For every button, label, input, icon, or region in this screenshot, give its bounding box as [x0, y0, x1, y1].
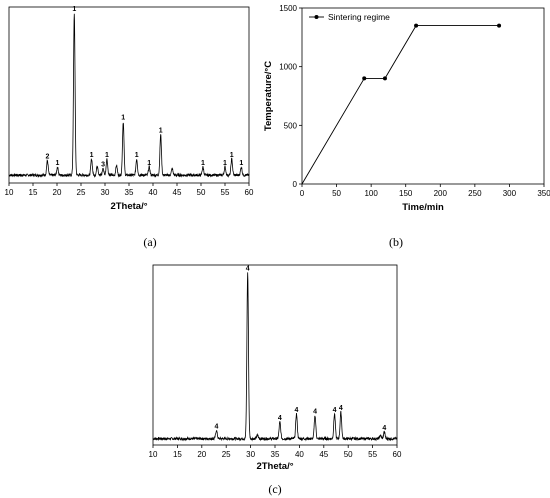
c-x-tick-label: 20 [197, 450, 206, 459]
sintering-chart-b: 0 50 100 150 200 250 300 350 0 500 1000 1500 Sinte… [263, 4, 550, 249]
legend-label-b: Sintering regime [328, 12, 390, 22]
x-ticks-b: 0 50 100 150 200 250 300 350 [300, 184, 550, 198]
a-peak-label: 1 [147, 160, 151, 167]
c-peak-label: 4 [295, 407, 299, 414]
c-peak-label: 4 [339, 405, 343, 412]
a-peak-label: 3 [101, 162, 105, 169]
a-x-tick-label: 45 [173, 188, 182, 197]
a-x-tick-label: 35 [125, 188, 134, 197]
b-y-tick-label: 1500 [279, 4, 297, 13]
b-y-tick-label: 500 [284, 121, 298, 130]
c-peak-label: 4 [313, 408, 317, 415]
xrd-line-c [152, 272, 398, 442]
xrd-line-a [8, 13, 250, 178]
a-x-tick-label: 15 [29, 188, 38, 197]
a-peak-label: 1 [56, 160, 60, 167]
x-ticks-a: 10 15 20 25 30 35 40 45 50 55 60 [5, 183, 254, 197]
a-peak-label: 1 [135, 152, 139, 159]
a-peak-label: 1 [72, 6, 76, 13]
x-ticks-c: 10 15 20 25 30 35 40 45 50 55 60 [149, 445, 402, 459]
caption-a: (a) [143, 235, 156, 249]
c-peak-label: 4 [246, 266, 250, 273]
sintering-data-point [414, 23, 419, 28]
a-peak-label: 1 [121, 115, 125, 122]
caption-c: (c) [268, 482, 281, 496]
sintering-data-point [497, 23, 502, 28]
a-peak-label: 1 [159, 128, 163, 135]
a-x-tick-label: 40 [149, 188, 158, 197]
plot-frame-b [301, 7, 545, 185]
a-peak-label: 1 [223, 160, 227, 167]
b-x-tick-label: 200 [434, 189, 448, 198]
a-peak-label: 1 [239, 160, 243, 167]
b-x-tick-label: 100 [364, 189, 378, 198]
a-x-tick-label: 60 [245, 188, 254, 197]
a-peak-label: 1 [230, 152, 234, 159]
x-axis-label-a: 2Theta/° [110, 201, 147, 212]
b-x-tick-label: 0 [300, 189, 305, 198]
c-x-tick-label: 50 [344, 450, 353, 459]
a-peak-label: 1 [105, 152, 109, 159]
b-x-tick-label: 50 [332, 189, 341, 198]
b-x-tick-label: 150 [399, 189, 413, 198]
plot-frame-c [152, 264, 398, 446]
a-x-tick-label: 20 [53, 188, 62, 197]
sintering-data-point [382, 76, 387, 81]
c-peak-label: 4 [333, 407, 337, 414]
c-x-tick-label: 25 [222, 450, 231, 459]
caption-b: (b) [389, 235, 403, 249]
c-x-tick-label: 10 [149, 450, 158, 459]
y-axis-label-b: Temperature/°C [263, 61, 274, 131]
c-x-tick-label: 60 [393, 450, 402, 459]
a-x-tick-label: 30 [101, 188, 110, 197]
a-x-tick-label: 50 [197, 188, 206, 197]
y-ticks-b: 0 500 1000 1500 [279, 4, 302, 189]
legend-marker-b [314, 15, 319, 19]
a-x-tick-label: 55 [221, 188, 230, 197]
legend-b: Sintering regime [309, 12, 390, 22]
b-x-tick-label: 300 [503, 189, 517, 198]
b-x-tick-label: 350 [537, 189, 550, 198]
b-x-tick-label: 250 [468, 189, 482, 198]
a-x-tick-label: 10 [5, 188, 14, 197]
c-peak-label: 4 [382, 425, 386, 432]
b-y-tick-label: 0 [293, 180, 298, 189]
b-y-tick-label: 1000 [279, 63, 297, 72]
c-peak-label: 4 [214, 423, 218, 430]
a-x-tick-label: 25 [77, 188, 86, 197]
c-x-tick-label: 35 [271, 450, 280, 459]
a-peak-label: 2 [45, 154, 49, 161]
c-x-tick-label: 55 [368, 450, 377, 459]
x-axis-label-b: Time/min [402, 202, 444, 213]
sintering-series-line [301, 25, 500, 185]
c-x-tick-label: 15 [173, 450, 182, 459]
sintering-data-point [362, 76, 367, 81]
x-axis-label-c: 2Theta/° [256, 461, 293, 472]
c-peak-label: 4 [278, 415, 282, 422]
c-x-tick-label: 40 [295, 450, 304, 459]
a-peak-label: 1 [90, 152, 94, 159]
sintering-series-markers [362, 23, 502, 81]
a-peak-label: 1 [201, 160, 205, 167]
c-x-tick-label: 30 [246, 450, 255, 459]
c-x-tick-label: 45 [319, 450, 328, 459]
